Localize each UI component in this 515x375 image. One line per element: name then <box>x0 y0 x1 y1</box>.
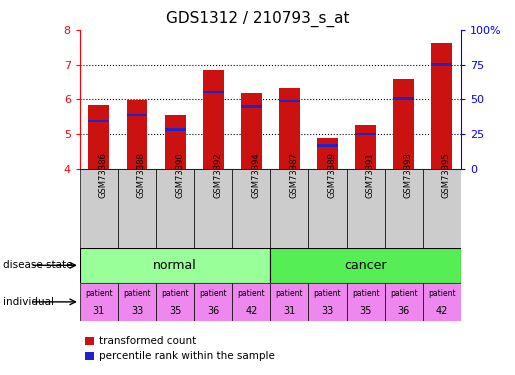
Text: GSM73392: GSM73392 <box>213 152 222 198</box>
Text: 36: 36 <box>207 306 219 315</box>
Bar <box>203 90 224 93</box>
Bar <box>270 248 461 283</box>
Text: 31: 31 <box>93 306 105 315</box>
Bar <box>385 169 423 248</box>
Bar <box>194 169 232 248</box>
Bar <box>317 138 338 169</box>
Text: normal: normal <box>153 259 197 272</box>
Text: patient: patient <box>428 289 456 298</box>
Bar <box>355 133 376 135</box>
Bar <box>232 283 270 321</box>
Bar <box>308 169 347 248</box>
Text: GSM73393: GSM73393 <box>404 152 413 198</box>
Bar <box>317 144 338 147</box>
Text: GSM73394: GSM73394 <box>251 152 260 198</box>
Text: patient: patient <box>352 289 380 298</box>
Text: patient: patient <box>161 289 189 298</box>
Bar <box>355 125 376 169</box>
Text: GSM73389: GSM73389 <box>328 152 336 198</box>
Bar <box>432 63 452 66</box>
Text: transformed count: transformed count <box>99 336 197 346</box>
Bar <box>80 283 118 321</box>
Bar <box>194 283 232 321</box>
Bar <box>423 283 461 321</box>
Bar <box>393 97 414 99</box>
Bar <box>89 120 109 122</box>
Bar <box>308 283 347 321</box>
Text: 35: 35 <box>359 306 372 315</box>
Bar <box>347 283 385 321</box>
Text: 42: 42 <box>436 306 448 315</box>
Bar <box>89 105 109 169</box>
Text: 31: 31 <box>283 306 296 315</box>
Text: 33: 33 <box>321 306 334 315</box>
Text: GDS1312 / 210793_s_at: GDS1312 / 210793_s_at <box>166 11 349 27</box>
Bar <box>241 105 262 108</box>
Text: GSM73390: GSM73390 <box>175 152 184 198</box>
Text: disease state: disease state <box>3 260 72 270</box>
Bar <box>127 100 147 169</box>
Bar <box>393 79 414 169</box>
Text: patient: patient <box>237 289 265 298</box>
Bar <box>80 169 118 248</box>
Text: GSM73387: GSM73387 <box>289 152 298 198</box>
Bar <box>165 115 185 169</box>
Bar <box>118 283 156 321</box>
Bar <box>203 70 224 169</box>
Bar <box>165 128 185 131</box>
Text: patient: patient <box>390 289 418 298</box>
Text: percentile rank within the sample: percentile rank within the sample <box>99 351 276 361</box>
Text: patient: patient <box>314 289 341 298</box>
Bar <box>279 88 300 169</box>
Bar <box>270 283 308 321</box>
Bar <box>232 169 270 248</box>
Bar <box>347 169 385 248</box>
Bar <box>432 43 452 169</box>
Text: individual: individual <box>3 297 54 307</box>
Bar <box>270 169 308 248</box>
Bar <box>385 283 423 321</box>
Text: 33: 33 <box>131 306 143 315</box>
Text: 35: 35 <box>169 306 181 315</box>
Text: GSM73391: GSM73391 <box>366 152 374 198</box>
Text: GSM73388: GSM73388 <box>137 152 146 198</box>
Text: patient: patient <box>276 289 303 298</box>
Text: cancer: cancer <box>345 259 387 272</box>
Bar <box>127 114 147 116</box>
Bar <box>80 248 270 283</box>
Bar <box>118 169 156 248</box>
Bar <box>423 169 461 248</box>
Text: 36: 36 <box>398 306 410 315</box>
Text: GSM73395: GSM73395 <box>442 152 451 198</box>
Text: patient: patient <box>85 289 113 298</box>
Bar <box>279 100 300 102</box>
Text: patient: patient <box>199 289 227 298</box>
Text: 42: 42 <box>245 306 258 315</box>
Text: patient: patient <box>123 289 151 298</box>
Bar <box>241 93 262 169</box>
Bar <box>156 283 194 321</box>
Text: GSM73386: GSM73386 <box>99 152 108 198</box>
Bar <box>156 169 194 248</box>
